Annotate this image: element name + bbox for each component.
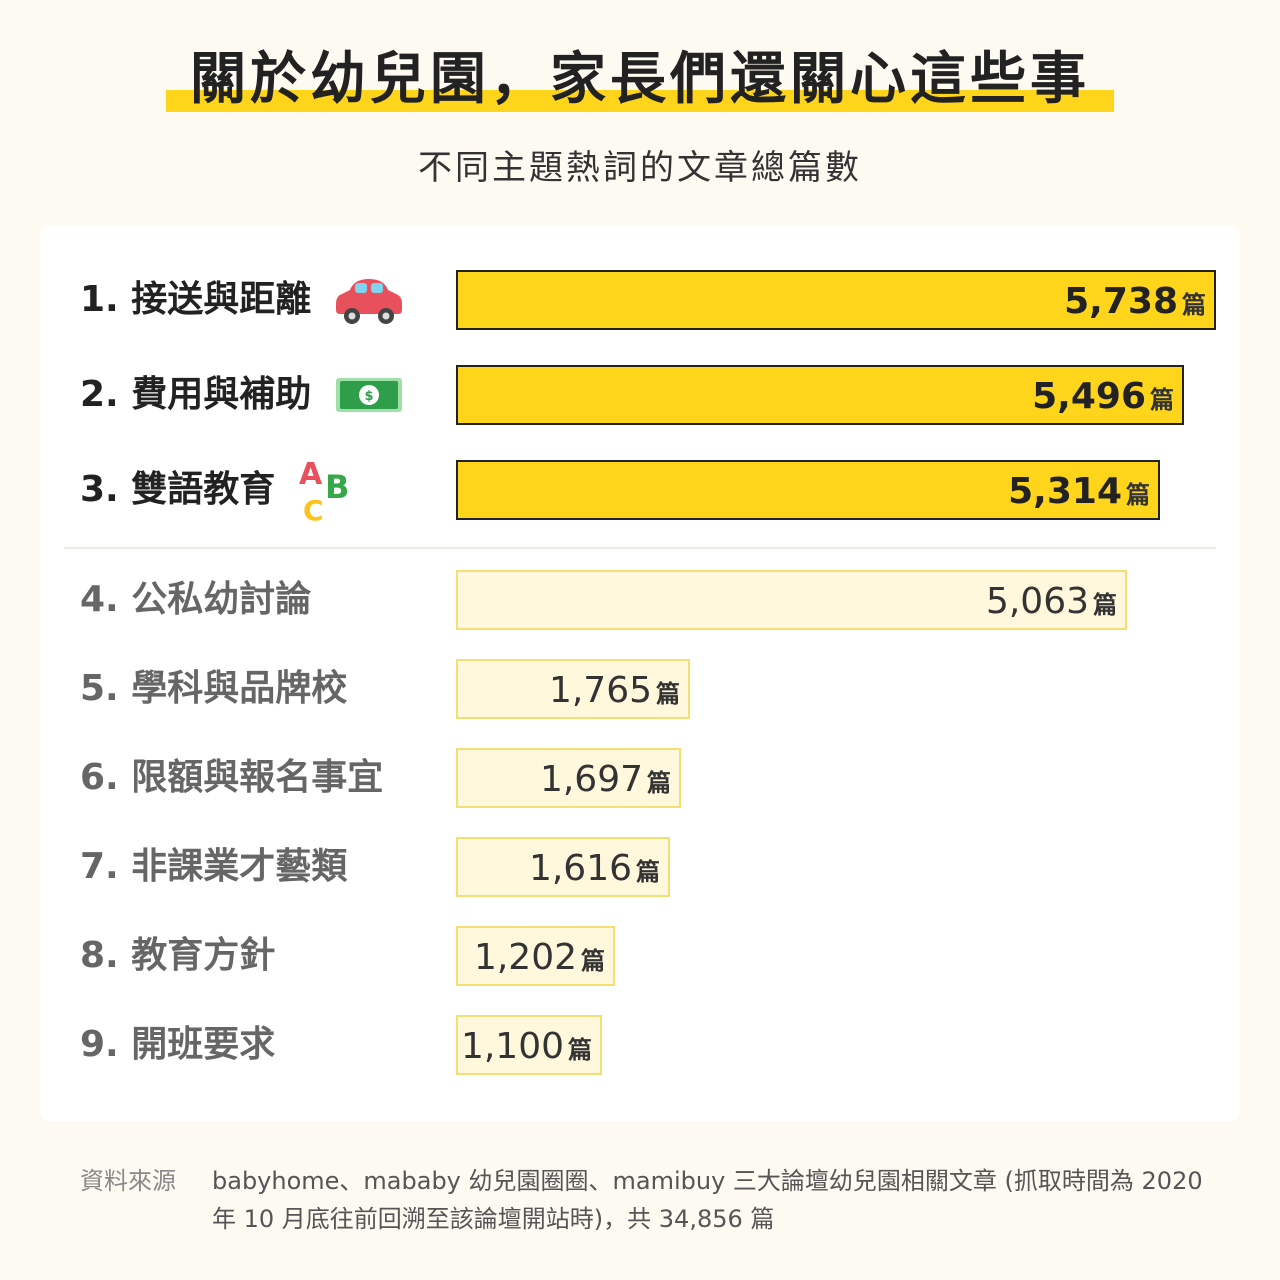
data-label: 5,496 篇 bbox=[1032, 367, 1174, 423]
chart-row: 8. 教育方針 1,202 篇 bbox=[0, 926, 1280, 986]
value-unit: 篇 bbox=[1150, 386, 1174, 414]
value-unit: 篇 bbox=[647, 769, 671, 797]
data-label: 1,202 篇 bbox=[474, 928, 605, 984]
bar: 1,697 篇 bbox=[456, 748, 681, 808]
bar: 5,314 篇 bbox=[456, 460, 1160, 520]
value-number: 1,100 bbox=[460, 1026, 564, 1067]
value-unit: 篇 bbox=[581, 947, 605, 975]
chart-row: 5. 學科與品牌校 1,765 篇 bbox=[0, 659, 1280, 719]
value-unit: 篇 bbox=[656, 680, 680, 708]
value-unit: 篇 bbox=[636, 858, 660, 886]
category-label: 8. 教育方針 bbox=[80, 935, 276, 976]
chart-row: 1. 接送與距離 5,738 篇 bbox=[0, 270, 1280, 330]
bar: 1,100 篇 bbox=[456, 1015, 602, 1075]
source-label: 資料來源 bbox=[80, 1167, 176, 1195]
svg-text:C: C bbox=[303, 494, 324, 524]
svg-text:B: B bbox=[325, 468, 349, 506]
data-label: 1,765 篇 bbox=[549, 661, 680, 717]
chart-title: 關於幼兒園，家長們還關心這些事 bbox=[166, 40, 1114, 120]
chart-title-text: 關於幼兒園，家長們還關心這些事 bbox=[190, 47, 1090, 112]
bar: 1,202 篇 bbox=[456, 926, 615, 986]
bar: 5,063 篇 bbox=[456, 570, 1127, 630]
value-unit: 篇 bbox=[568, 1036, 592, 1064]
value-number: 1,202 bbox=[473, 937, 577, 978]
value-number: 1,765 bbox=[548, 670, 652, 711]
data-label: 5,738 篇 bbox=[1064, 272, 1206, 328]
bar: 5,496 篇 bbox=[456, 365, 1184, 425]
chart-row: 7. 非課業才藝類 1,616 篇 bbox=[0, 837, 1280, 897]
category-label: 9. 開班要求 bbox=[80, 1024, 276, 1065]
value-number: 5,738 bbox=[1064, 281, 1178, 322]
data-label: 1,100 篇 bbox=[461, 1017, 592, 1073]
chart-row: 6. 限額與報名事宜 1,697 篇 bbox=[0, 748, 1280, 808]
title-wrap: 關於幼兒園，家長們還關心這些事 bbox=[0, 40, 1280, 120]
value-number: 1,697 bbox=[539, 759, 643, 800]
chart-row: 4. 公私幼討論 5,063 篇 bbox=[0, 570, 1280, 630]
car-icon bbox=[334, 270, 404, 334]
svg-text:A: A bbox=[299, 457, 323, 492]
bar: 1,616 篇 bbox=[456, 837, 670, 897]
data-label: 5,314 篇 bbox=[1008, 462, 1150, 518]
value-number: 5,063 bbox=[985, 581, 1089, 622]
category-label: 7. 非課業才藝類 bbox=[80, 846, 348, 887]
value-unit: 篇 bbox=[1182, 291, 1206, 319]
data-label: 1,616 篇 bbox=[529, 839, 660, 895]
value-unit: 篇 bbox=[1126, 481, 1150, 509]
data-label: 1,697 篇 bbox=[540, 750, 671, 806]
bar: 5,738 篇 bbox=[456, 270, 1216, 330]
chart-subtitle: 不同主題熱詞的文章總篇數 bbox=[418, 148, 862, 188]
top3-divider bbox=[64, 547, 1216, 549]
value-number: 1,616 bbox=[528, 848, 632, 889]
chart-row: 3. 雙語教育 A B C 5,314 篇 bbox=[0, 457, 1280, 527]
category-label: 4. 公私幼討論 bbox=[80, 579, 312, 620]
svg-text:$: $ bbox=[364, 389, 373, 404]
category-label: 3. 雙語教育 bbox=[80, 469, 276, 510]
bar: 1,765 篇 bbox=[456, 659, 690, 719]
category-label: 6. 限額與報名事宜 bbox=[80, 757, 384, 798]
data-label: 5,063 篇 bbox=[986, 572, 1117, 628]
category-label: 2. 費用與補助 bbox=[80, 374, 312, 415]
category-label: 5. 學科與品牌校 bbox=[80, 668, 348, 709]
chart-row: 2. 費用與補助 $5,496 篇 bbox=[0, 365, 1280, 425]
value-number: 5,314 bbox=[1008, 471, 1122, 512]
source-text: babyhome、mababy 幼兒園圈圈、mamibuy 三大論壇幼兒園相關文… bbox=[212, 1167, 1203, 1233]
category-label: 1. 接送與距離 bbox=[80, 279, 312, 320]
value-number: 5,496 bbox=[1032, 376, 1146, 417]
money-icon: $ bbox=[334, 365, 404, 429]
chart-row: 9. 開班要求 1,100 篇 bbox=[0, 1015, 1280, 1075]
value-unit: 篇 bbox=[1093, 591, 1117, 619]
